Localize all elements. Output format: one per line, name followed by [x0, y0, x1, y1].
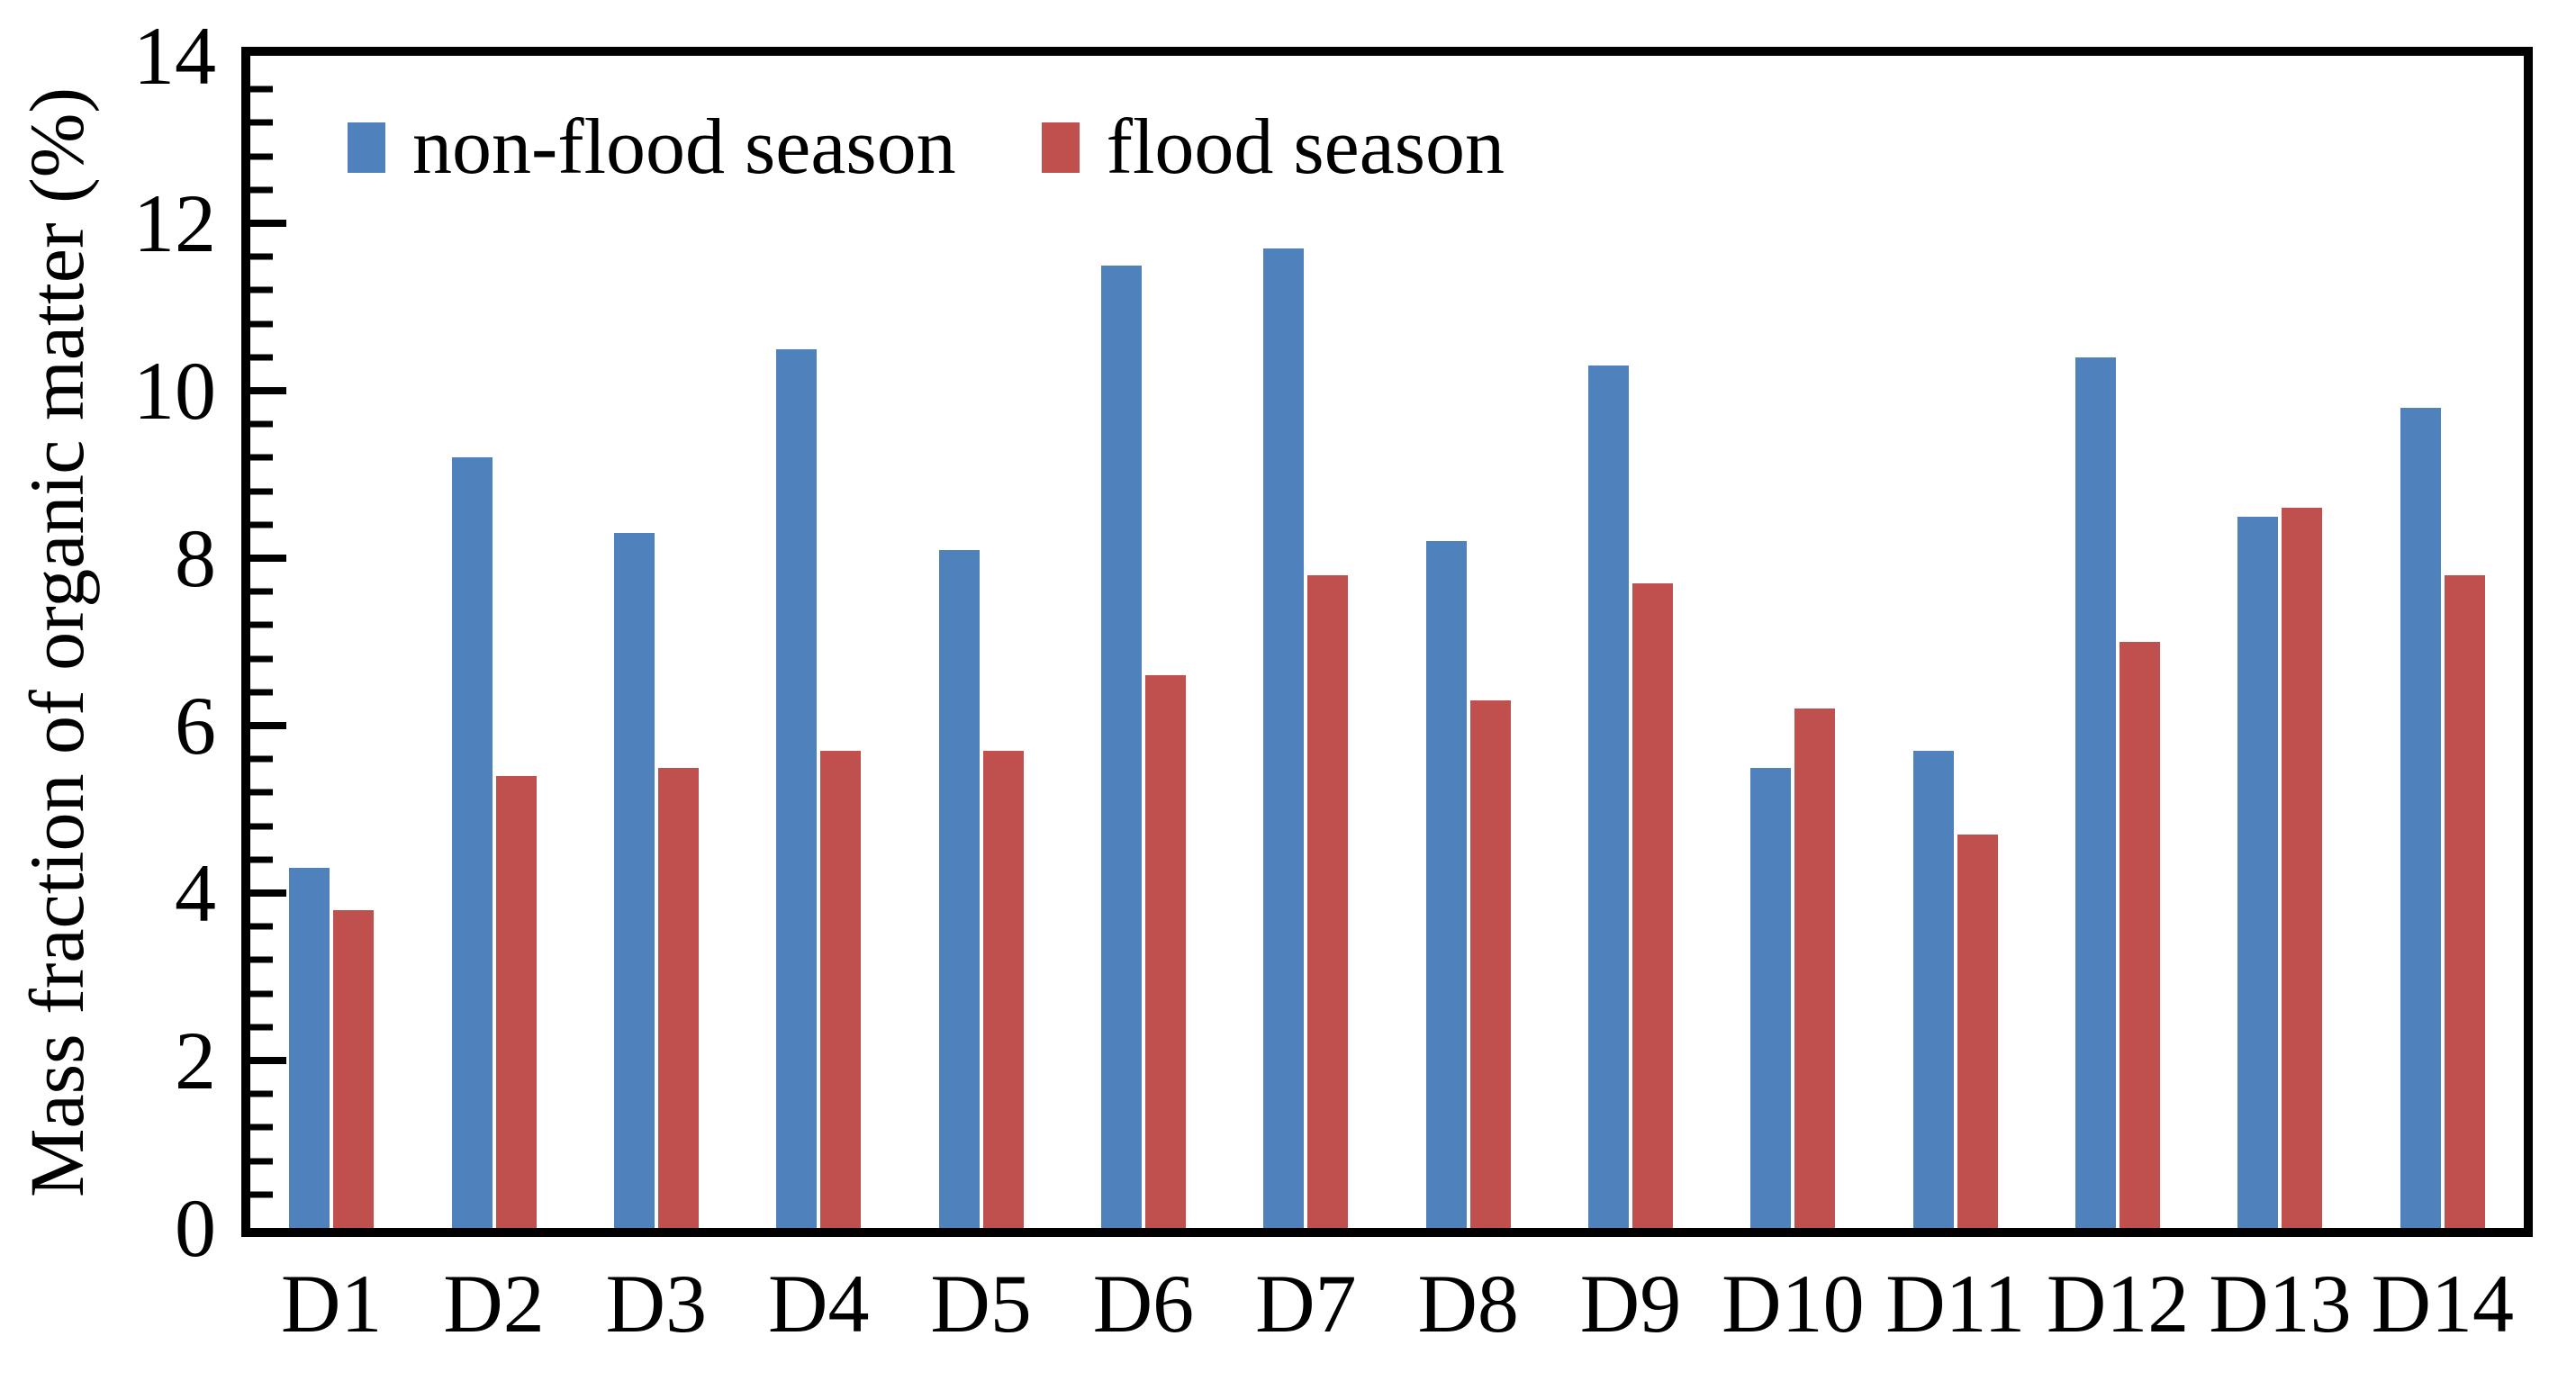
y-axis-tick-label: 14 [133, 10, 216, 102]
plot-area: non-flood season flood season [241, 47, 2533, 1237]
y-axis-tick-label: 10 [133, 345, 216, 437]
y-axis-major-tick [250, 387, 286, 394]
y-axis-minor-tick [250, 823, 273, 830]
y-axis-minor-tick [250, 655, 273, 663]
y-axis-tick-label: 12 [133, 177, 216, 269]
y-axis-tick-label: 0 [175, 1182, 216, 1274]
y-axis-minor-tick [250, 1090, 273, 1097]
y-axis-minor-tick [250, 186, 273, 194]
y-axis-minor-tick [250, 923, 273, 930]
x-axis-category-labels: D1 D2 D3 D4 D5 D6 D7 D8 D9 D10 D11 D12 D13 D14 [250, 1262, 2524, 1370]
bar-non-flood-season-D3 [613, 533, 655, 1228]
y-axis-minor-tick [250, 1191, 273, 1198]
x-axis-label-D9: D9 [1579, 1258, 1682, 1349]
y-axis-minor-tick [250, 119, 273, 126]
y-axis-minor-tick [250, 1024, 273, 1031]
x-axis-label-D12: D12 [2046, 1258, 2190, 1349]
bar-non-flood-season-D7 [1263, 248, 1305, 1228]
bar-flood-season-D9 [1632, 582, 1674, 1228]
bar-flood-season-D8 [1469, 700, 1511, 1228]
legend-label: non-flood season [412, 104, 956, 191]
y-axis-minor-tick [250, 956, 273, 963]
plot-inner: non-flood season flood season [250, 56, 2524, 1228]
y-axis-minor-tick [250, 1124, 273, 1131]
legend-item-flood-season: flood season [1041, 104, 1505, 191]
bar-flood-season-D2 [495, 775, 537, 1228]
bar-non-flood-season-D8 [1425, 541, 1467, 1228]
y-axis-major-tick [250, 722, 286, 729]
bar-flood-season-D6 [1144, 675, 1186, 1228]
bar-flood-season-D1 [333, 909, 375, 1228]
bar-non-flood-season-D13 [2237, 516, 2279, 1228]
bar-flood-season-D3 [657, 767, 699, 1228]
x-axis-label-D3: D3 [605, 1258, 708, 1349]
y-axis-minor-tick [250, 689, 273, 696]
y-axis-minor-tick [250, 454, 273, 461]
y-axis-minor-tick [250, 253, 273, 260]
legend-swatch-non-flood-season [348, 122, 385, 173]
x-axis-label-D8: D8 [1417, 1258, 1519, 1349]
bar-flood-season-D11 [1957, 834, 1998, 1228]
y-axis-tick-labels: 0 2 4 6 8 10 12 14 [27, 14, 216, 1269]
bar-non-flood-season-D9 [1588, 366, 1630, 1228]
y-axis-major-tick [250, 220, 286, 227]
y-axis-minor-tick [250, 755, 273, 763]
bar-non-flood-season-D5 [938, 549, 980, 1228]
bar-non-flood-season-D1 [289, 868, 330, 1228]
x-axis-label-D13: D13 [2209, 1258, 2352, 1349]
bar-flood-season-D5 [982, 750, 1024, 1228]
y-axis-tick-label: 4 [175, 847, 216, 939]
bar-non-flood-season-D11 [1912, 750, 1954, 1228]
x-axis-label-D6: D6 [1092, 1258, 1195, 1349]
x-axis-label-D10: D10 [1722, 1258, 1865, 1349]
bar-flood-season-D4 [820, 750, 862, 1228]
x-axis-label-D1: D1 [280, 1258, 383, 1349]
bar-flood-season-D14 [2444, 574, 2485, 1228]
bar-flood-season-D7 [1307, 574, 1349, 1228]
bar-flood-season-D10 [1794, 709, 1836, 1228]
x-axis-label-D5: D5 [930, 1258, 1032, 1349]
x-axis-label-D11: D11 [1885, 1258, 2026, 1349]
y-axis-major-tick [250, 889, 286, 897]
y-axis-minor-tick [250, 488, 273, 495]
y-axis-minor-tick [250, 789, 273, 796]
bar-non-flood-season-D2 [451, 457, 493, 1228]
y-axis-major-tick [250, 1057, 286, 1064]
legend-label: flood season [1106, 104, 1505, 191]
x-axis-label-D14: D14 [2371, 1258, 2515, 1349]
y-axis-minor-tick [250, 521, 273, 528]
y-axis-minor-tick [250, 856, 273, 863]
bar-flood-season-D12 [2120, 642, 2161, 1228]
bar-non-flood-season-D10 [1750, 767, 1792, 1228]
bar-non-flood-season-D4 [776, 348, 818, 1228]
y-axis-tick-label: 2 [175, 1015, 216, 1106]
bar-non-flood-season-D14 [2400, 407, 2441, 1228]
y-axis-minor-tick [250, 153, 273, 160]
legend-item-non-flood-season: non-flood season [348, 108, 956, 187]
y-axis-minor-tick [250, 320, 273, 328]
bar-non-flood-season-D12 [2075, 357, 2117, 1228]
y-axis-tick-label: 8 [175, 512, 216, 604]
bar-non-flood-season-D6 [1100, 265, 1142, 1228]
y-axis-minor-tick [250, 86, 273, 93]
y-axis-minor-tick [250, 354, 273, 361]
y-axis-minor-tick [250, 420, 273, 428]
x-axis-label-D2: D2 [443, 1258, 545, 1349]
y-axis-major-tick [250, 555, 286, 562]
x-axis-label-D4: D4 [768, 1258, 870, 1349]
y-axis-minor-tick [250, 588, 273, 595]
bar-flood-season-D13 [2282, 508, 2323, 1228]
y-axis-minor-tick [250, 286, 273, 293]
y-axis-minor-tick [250, 990, 273, 997]
x-axis-label-D7: D7 [1255, 1258, 1357, 1349]
y-axis-minor-tick [250, 1158, 273, 1165]
legend-swatch-flood-season [1041, 122, 1080, 173]
y-axis-tick-label: 6 [175, 680, 216, 772]
y-axis-minor-tick [250, 621, 273, 628]
legend: non-flood season flood season [348, 108, 1505, 187]
